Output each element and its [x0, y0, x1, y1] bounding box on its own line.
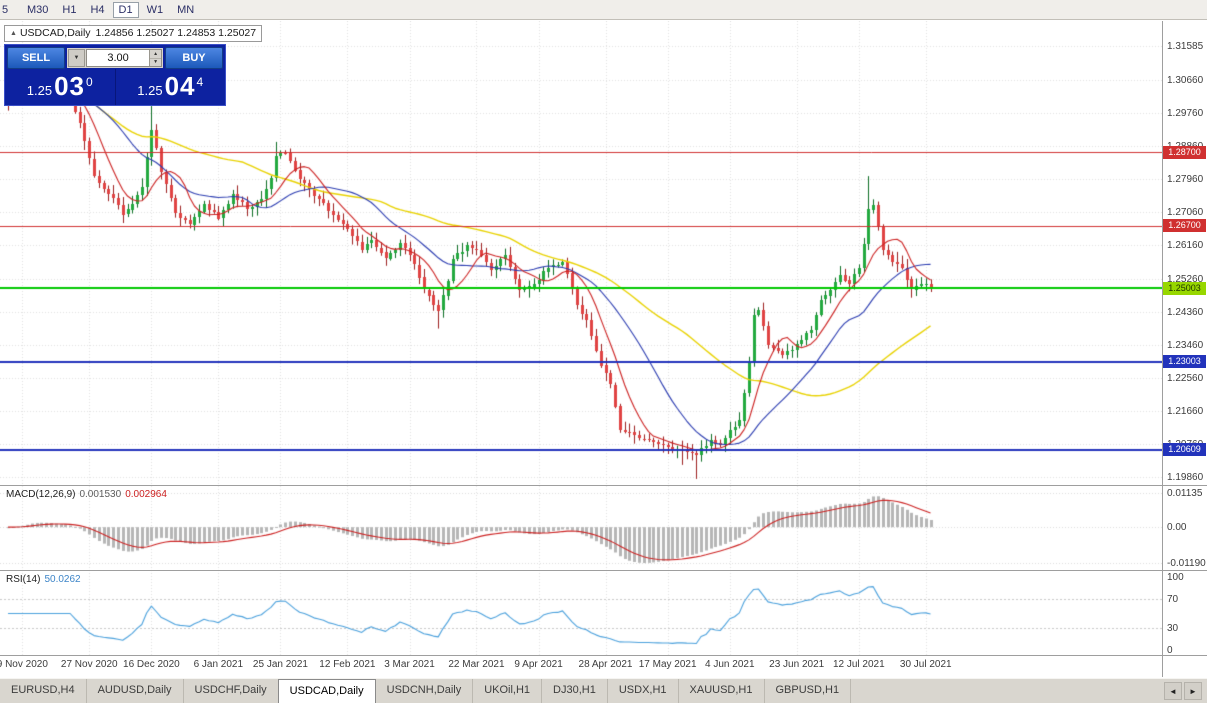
date-axis-label: 9 Nov 2020 [0, 659, 48, 670]
rsi-axis-label: 70 [1167, 593, 1179, 605]
date-axis-label: 25 Jan 2021 [252, 659, 308, 670]
price-axis-label: 1.27060 [1167, 207, 1204, 219]
timeframe-button-mn[interactable]: MN [177, 3, 195, 16]
date-axis-label: 27 Nov 2020 [60, 659, 118, 670]
timeframe-toolbar: 5 M30 H1 H4 D1 W1 MN [0, 0, 1207, 20]
chart-tabs-bar: EURUSD,H4 AUDUSD,Daily USDCHF,Daily USDCAD,… [0, 678, 1207, 703]
macd-axis-label: 0.01135 [1167, 488, 1203, 499]
timeframe-button-d1[interactable]: D1 [112, 1, 139, 18]
macd-axis-label: -0.01190 [1167, 558, 1206, 569]
timeframe-button-w1[interactable]: W1 [146, 3, 164, 16]
price-axis-label: 1.29760 [1167, 108, 1204, 120]
date-axis-label: 23 Jun 2021 [769, 659, 825, 670]
panel-separator-macd[interactable] [0, 485, 1207, 486]
chart-info-box[interactable]: ▲ USDCAD,Daily 1.24856 1.25027 1.24853 1.2… [4, 25, 263, 42]
price-axis-label: 1.30660 [1167, 75, 1204, 87]
symbol-tab-dj30[interactable]: DJ30,H1 [542, 679, 608, 703]
date-axis-label: 17 May 2021 [638, 659, 697, 670]
price-axis-label: 1.19860 [1167, 472, 1204, 484]
date-axis-label: 28 Apr 2021 [578, 659, 633, 670]
symbol-tab-xauusd[interactable]: XAUUSD,H1 [679, 679, 765, 703]
price-axis-label: 1.31585 [1167, 41, 1204, 53]
date-axis-label: 30 Jul 2021 [899, 659, 952, 670]
symbol-tab-usdx[interactable]: USDX,H1 [608, 679, 679, 703]
panel-separator-dates [0, 655, 1207, 656]
macd-header: MACD(12,26,9) 0.001530 0.002964 [6, 489, 167, 500]
price-axis-label: 1.22560 [1167, 372, 1204, 384]
sell-price[interactable]: 1.25 03 0 [26, 71, 93, 101]
timeframe-button-m30[interactable]: M30 [27, 3, 49, 16]
lot-size-input[interactable] [87, 50, 150, 66]
price-level-tag: 1.28700 [1163, 145, 1206, 159]
rsi-header: RSI(14) 50.0262 [6, 574, 81, 585]
buy-price[interactable]: 1.25 04 4 [137, 71, 204, 101]
tab-scroll-arrows: ◄ ► [1164, 679, 1207, 703]
rsi-axis-label: 100 [1167, 572, 1184, 583]
price-axis-label: 1.24360 [1167, 306, 1204, 318]
timeframe-button-5[interactable]: 5 [2, 3, 9, 16]
tab-scroll-right-icon[interactable]: ► [1184, 682, 1202, 700]
buy-button[interactable]: BUY [165, 47, 223, 69]
symbol-tab-usdcad[interactable]: USDCAD,Daily [277, 679, 376, 703]
lot-size-widget: ▼ ▲ ▼ [67, 48, 163, 68]
date-axis-label: 12 Jul 2021 [832, 659, 885, 670]
price-axis-label: 1.27960 [1167, 174, 1204, 186]
price-level-tag: 1.26700 [1163, 219, 1206, 233]
symbol-tab-usdcnh[interactable]: USDCNH,Daily [376, 679, 474, 703]
lot-increase-icon[interactable]: ▲ [150, 50, 161, 59]
symbol-tab-gbpusd[interactable]: GBPUSD,H1 [765, 679, 852, 703]
collapse-icon[interactable]: ▲ [10, 30, 17, 37]
date-axis-label: 3 Mar 2021 [384, 659, 435, 670]
price-divider [114, 69, 116, 105]
date-axis-label: 6 Jan 2021 [193, 659, 244, 670]
date-axis-label: 16 Dec 2020 [123, 659, 180, 670]
tab-scroll-left-icon[interactable]: ◄ [1164, 682, 1182, 700]
panel-separator-rsi[interactable] [0, 570, 1207, 571]
date-axis-label: 4 Jun 2021 [705, 659, 755, 670]
price-axis-label: 1.21660 [1167, 405, 1204, 417]
price-level-tag: 1.25003 [1163, 281, 1206, 295]
symbol-tab-ukoil[interactable]: UKOil,H1 [473, 679, 543, 703]
timeframe-button-h4[interactable]: H4 [90, 3, 105, 16]
price-axis-label: 1.23460 [1167, 339, 1204, 351]
chart-ohlc-values: 1.24856 1.25027 1.24853 1.25027 [95, 27, 257, 39]
lot-decrease-icon[interactable]: ▼ [150, 58, 161, 66]
timeframe-button-h1[interactable]: H1 [62, 3, 77, 16]
price-axis-label: 1.26160 [1167, 240, 1204, 252]
date-axis-label: 12 Feb 2021 [319, 659, 376, 670]
rsi-axis-label: 0 [1167, 645, 1173, 656]
sell-button[interactable]: SELL [7, 47, 65, 69]
lot-dropdown-icon[interactable]: ▼ [68, 49, 85, 67]
date-axis-label: 22 Mar 2021 [448, 659, 505, 670]
one-click-trade-panel: SELL ▼ ▲ ▼ BUY 1.25 03 0 1.25 04 4 [4, 44, 226, 106]
symbol-tab-usdchf[interactable]: USDCHF,Daily [184, 679, 279, 703]
chart-symbol-label: USDCAD,Daily [19, 27, 91, 39]
symbol-tab-audusd[interactable]: AUDUSD,Daily [87, 679, 184, 703]
price-level-tag: 1.23003 [1163, 355, 1206, 369]
price-level-tag: 1.20609 [1163, 443, 1206, 457]
price-axis-separator [1162, 21, 1163, 677]
symbol-tab-eurusd[interactable]: EURUSD,H4 [0, 679, 87, 703]
rsi-axis-label: 30 [1167, 623, 1179, 635]
date-axis-label: 9 Apr 2021 [514, 659, 563, 670]
macd-axis-label: 0.00 [1167, 522, 1187, 534]
price-axis-label: 1.25260 [1167, 273, 1204, 285]
price-chart-canvas[interactable] [0, 21, 1162, 677]
